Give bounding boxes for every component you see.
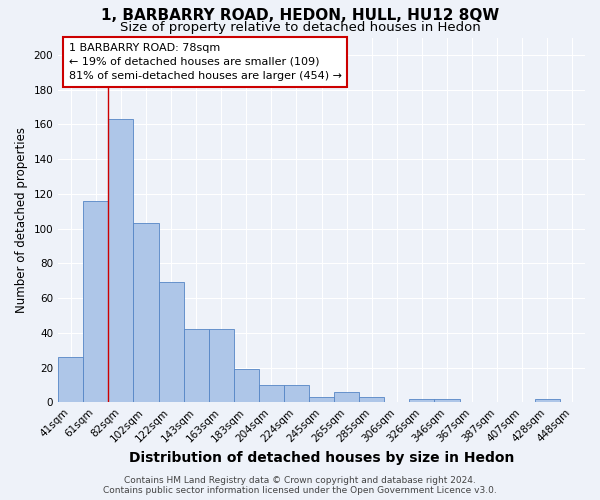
Bar (158, 282, 184, 403)
X-axis label: Distribution of detached houses by size in Hedon: Distribution of detached houses by size … (129, 451, 514, 465)
Bar (184, 330, 209, 402)
Bar (409, 399, 434, 402)
Bar (434, 399, 460, 402)
Text: 1, BARBARRY ROAD, HEDON, HULL, HU12 8QW: 1, BARBARRY ROAD, HEDON, HULL, HU12 8QW (101, 8, 499, 22)
Bar (309, 397, 334, 402)
Y-axis label: Number of detached properties: Number of detached properties (15, 127, 28, 313)
Bar (284, 385, 309, 402)
Bar (234, 370, 259, 402)
Bar (133, 224, 158, 402)
Bar (334, 392, 359, 402)
Bar (209, 330, 234, 402)
Bar (359, 397, 385, 402)
Bar (58, 357, 83, 403)
Bar (83, 201, 109, 402)
Bar (259, 385, 284, 402)
Bar (109, 119, 133, 403)
Text: Contains HM Land Registry data © Crown copyright and database right 2024.
Contai: Contains HM Land Registry data © Crown c… (103, 476, 497, 495)
Bar (535, 399, 560, 402)
Text: 1 BARBARRY ROAD: 78sqm
← 19% of detached houses are smaller (109)
81% of semi-de: 1 BARBARRY ROAD: 78sqm ← 19% of detached… (69, 43, 342, 81)
Text: Size of property relative to detached houses in Hedon: Size of property relative to detached ho… (119, 22, 481, 35)
